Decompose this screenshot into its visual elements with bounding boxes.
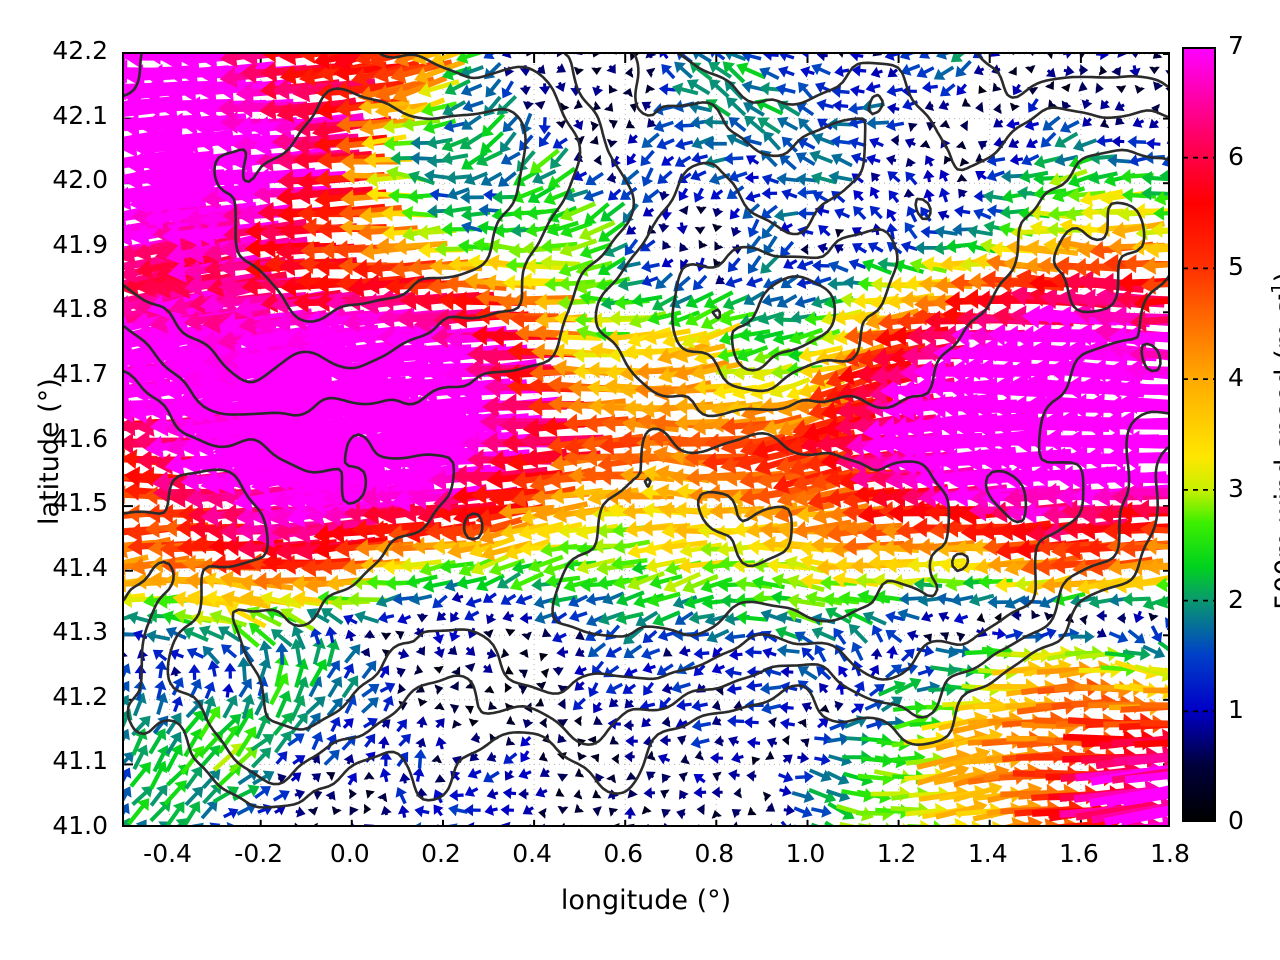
colorbar-tick-label: 5 xyxy=(1228,252,1244,282)
colorbar-title-exponent: -1 xyxy=(1268,281,1280,300)
x-tick-label: -0.2 xyxy=(234,839,284,868)
y-tick-label: 41.9 xyxy=(52,229,108,259)
colorbar xyxy=(1182,47,1216,822)
plot-clip xyxy=(124,54,1168,825)
x-tick-label: 1.2 xyxy=(876,839,917,868)
x-tick-label: 1.0 xyxy=(785,839,826,868)
y-tick-label: 41.1 xyxy=(52,746,108,776)
x-tick-label: 1.6 xyxy=(1058,839,1099,868)
colorbar-title-text: 500m-wind speed (m s xyxy=(1270,300,1280,610)
x-tick-label: 0.6 xyxy=(603,839,644,868)
terrain-contours xyxy=(124,54,1168,809)
colorbar-tick-label: 6 xyxy=(1228,141,1244,171)
y-tick-label: 41.2 xyxy=(52,681,108,711)
y-tick-label: 41.0 xyxy=(52,811,108,840)
x-tick-label: 0.0 xyxy=(329,839,370,868)
y-tick-label: 42.2 xyxy=(52,36,108,65)
x-axis-title: longitude (°) xyxy=(560,885,732,916)
x-tick-label: 0.4 xyxy=(512,839,552,868)
y-tick-label: 41.3 xyxy=(52,617,108,647)
colorbar-tick-label: 0 xyxy=(1228,806,1244,835)
y-tick-label: 41.4 xyxy=(52,552,108,582)
x-tick-label: 1.4 xyxy=(967,839,1008,868)
plot-area xyxy=(122,52,1170,827)
x-tick-label: 0.2 xyxy=(421,839,461,868)
y-tick-label: 42.0 xyxy=(52,165,108,195)
y-tick-label: 42.1 xyxy=(52,100,108,130)
x-tick-label: -0.4 xyxy=(143,839,192,868)
x-tick-label: 0.8 xyxy=(694,839,735,868)
colorbar-tick-label: 4 xyxy=(1228,363,1244,393)
colorbar-title: 500m-wind speed (m s-1) xyxy=(1268,271,1280,609)
y-tick-label: 41.8 xyxy=(52,294,108,324)
y-tick-label: 41.5 xyxy=(52,488,108,518)
colorbar-tick-label: 2 xyxy=(1228,584,1244,614)
colorbar-tick-label: 1 xyxy=(1228,695,1244,725)
y-tick-label: 41.6 xyxy=(52,423,108,453)
colorbar-tick-label: 7 xyxy=(1228,31,1244,60)
wind-vector-field xyxy=(124,54,1168,825)
x-tick-label: 1.8 xyxy=(1150,839,1190,868)
colorbar-tick-label: 3 xyxy=(1228,473,1244,503)
colorbar-title-tail: ) xyxy=(1270,271,1280,282)
y-tick-label: 41.7 xyxy=(52,358,108,388)
